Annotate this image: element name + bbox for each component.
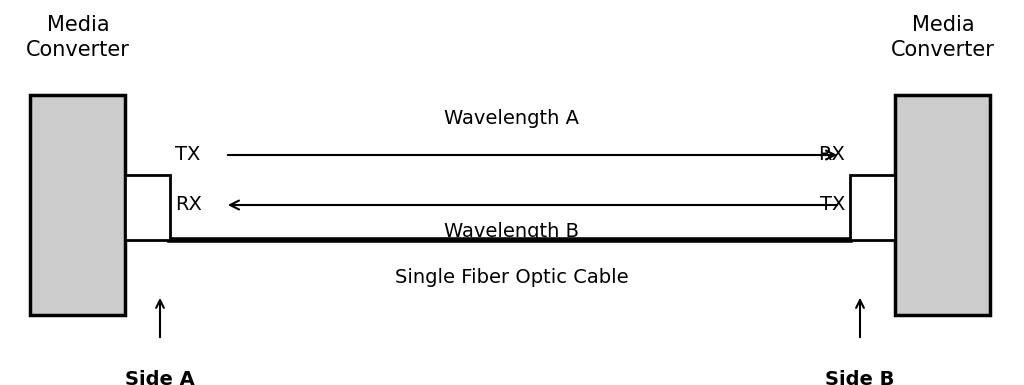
Text: Media
Converter: Media Converter [26,15,130,60]
Text: Wavelength B: Wavelength B [444,222,580,241]
Text: RX: RX [818,146,845,164]
Text: TX: TX [819,196,845,214]
Text: Single Fiber Optic Cable: Single Fiber Optic Cable [395,268,629,287]
Bar [30,95,125,315]
Text: Wavelength A: Wavelength A [444,109,580,128]
Text: Side A: Side A [125,370,195,385]
Text: Media
Converter: Media Converter [891,15,995,60]
Text: TX: TX [175,146,201,164]
Bar [125,175,170,240]
Text: RX: RX [175,196,202,214]
Text: Side B: Side B [825,370,895,385]
Bar [850,175,895,240]
Bar [895,95,990,315]
